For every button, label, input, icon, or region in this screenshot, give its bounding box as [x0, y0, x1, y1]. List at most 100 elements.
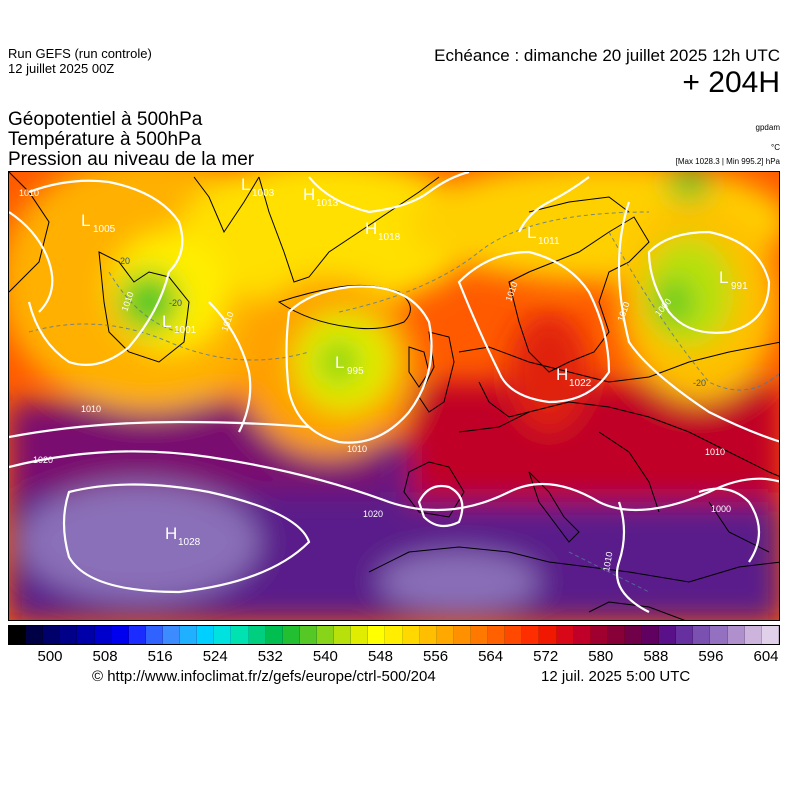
center-letter: L: [81, 211, 90, 230]
center-letter: H: [165, 524, 177, 543]
center-value: 1018: [378, 232, 401, 243]
colorbar-tick-label: 588: [643, 648, 669, 665]
forecast-valid-time: Echéance : dimanche 20 juillet 2025 12h …: [434, 46, 780, 65]
colorbar-tick-label: 516: [147, 648, 173, 665]
center-value: 995: [347, 366, 364, 377]
isobar-label: 1010: [19, 188, 39, 198]
param-geopotential: Géopotentiel à 500hPa: [8, 109, 203, 130]
colorbar-cell: [368, 626, 386, 644]
isobars: [9, 172, 779, 613]
colorbar-cell: [231, 626, 249, 644]
copyright-url: © http://www.infoclimat.fr/z/gefs/europe…: [92, 668, 436, 685]
colorbar-cell: [316, 626, 335, 644]
colorbar-cell: [111, 626, 129, 644]
isotherm-label: -20: [169, 298, 182, 308]
colorbar-cell: [351, 626, 369, 644]
center-letter: L: [241, 175, 250, 194]
colorbar-cell: [436, 626, 454, 644]
colorbar-cell: [624, 626, 643, 644]
colorbar-cell: [9, 626, 27, 644]
center-high-1028: H 1028: [165, 524, 201, 548]
colorbar-cell: [145, 626, 163, 644]
center-letter: L: [162, 312, 171, 331]
colorbar-cell: [248, 626, 266, 644]
colorbar-tick-label: 524: [202, 648, 228, 665]
colorbar-cell: [590, 626, 608, 644]
pressure-centers: L 1005 H 1013 H 1018 L 1011 L 1003 L 991 L 1001…: [81, 175, 748, 548]
colorbar-cell: [522, 626, 540, 644]
colorbar-cell: [453, 626, 471, 644]
colorbar-cell: [60, 626, 78, 644]
center-low-995: L 995: [335, 353, 364, 377]
run-title: Run GEFS (run controle): [8, 46, 152, 61]
center-value: 1003: [252, 188, 275, 199]
colorbar-cell: [761, 626, 779, 644]
center-high-1022: H 1022: [556, 365, 592, 389]
colorbar-tick-label: 532: [257, 648, 283, 665]
colorbar-tick-label: 580: [588, 648, 614, 665]
center-value: 1005: [93, 224, 116, 235]
isotherm-label: -20: [117, 256, 130, 266]
center-letter: H: [365, 219, 377, 238]
center-value: 1022: [569, 378, 592, 389]
run-date: 12 juillet 2025 00Z: [8, 61, 115, 76]
colorbar-cell: [77, 626, 95, 644]
colorbar-cell: [128, 626, 146, 644]
pressure-max-min: [Max 1028.3 | Min 995.2] hPa: [675, 157, 780, 166]
colorbar-cell: [402, 626, 420, 644]
isotherm-label: -20: [693, 378, 706, 388]
center-low-1003: L 1003: [241, 175, 275, 199]
colorbar-tick-label: 564: [478, 648, 504, 665]
center-high-1018: H 1018: [365, 219, 401, 243]
colorbar-tick-label: 604: [753, 648, 779, 665]
colorbar-cell: [385, 626, 403, 644]
center-letter: H: [556, 365, 568, 384]
colorbar-tick-label: 508: [92, 648, 118, 665]
isobar-label: 1010: [705, 447, 725, 457]
center-value: 1013: [316, 198, 339, 209]
colorbar-cell: [573, 626, 591, 644]
colorbar-cell: [727, 626, 745, 644]
center-low-1011: L 1011: [527, 223, 560, 247]
colorbar-cell: [282, 626, 300, 644]
colorbar-tick-label: 596: [698, 648, 724, 665]
geopotential-field: [9, 172, 779, 620]
center-value: 1028: [178, 537, 201, 548]
colorbar-cell: [214, 626, 232, 644]
isotherm-labels: -20 -20 -20: [117, 256, 706, 388]
issued-time: 12 juil. 2025 5:00 UTC: [541, 668, 691, 685]
colorbar-cell: [419, 626, 437, 644]
coastlines: [9, 172, 779, 620]
weather-map: L 1005 H 1013 H 1018 L 1011 L 1003 L 991 L 1001…: [8, 171, 780, 621]
center-low-1001: L 1001: [162, 312, 197, 336]
center-value: 991: [731, 281, 748, 292]
colorbar-cell: [334, 626, 352, 644]
colorbar-ticks: 500 508 516 524 532 540 548 556 564 572 580 588 596 6…: [8, 648, 780, 668]
colorbar: [8, 625, 780, 645]
colorbar-cell: [710, 626, 728, 644]
colorbar-cell: [744, 626, 762, 644]
unit-geopotential: gpdam: [755, 123, 780, 132]
center-letter: H: [303, 185, 315, 204]
center-value: 1001: [174, 325, 197, 336]
center-letter: L: [719, 268, 728, 287]
isobar-label: 1010: [347, 444, 367, 454]
isobar-label: 1020: [33, 455, 53, 465]
forecast-lead-hours: + 204H: [682, 66, 780, 99]
colorbar-cell: [607, 626, 625, 644]
colorbar-cell: [539, 626, 557, 644]
map-canvas: L 1005 H 1013 H 1018 L 1011 L 1003 L 991 L 1001…: [9, 172, 779, 620]
param-temperature: Température à 500hPa: [8, 129, 202, 150]
colorbar-cell: [94, 626, 112, 644]
center-letter: L: [527, 223, 536, 242]
isobar-label: 1020: [363, 509, 383, 519]
colorbar-cell: [299, 626, 317, 644]
colorbar-tick-label: 548: [367, 648, 393, 665]
colorbar-tick-label: 572: [533, 648, 559, 665]
colorbar-cell: [556, 626, 574, 644]
isobar-label: 1010: [601, 551, 614, 572]
colorbar-tick-label: 556: [423, 648, 449, 665]
colorbar-cell: [162, 626, 181, 644]
center-value: 1011: [538, 236, 560, 247]
isobar-label: 1000: [711, 504, 731, 514]
